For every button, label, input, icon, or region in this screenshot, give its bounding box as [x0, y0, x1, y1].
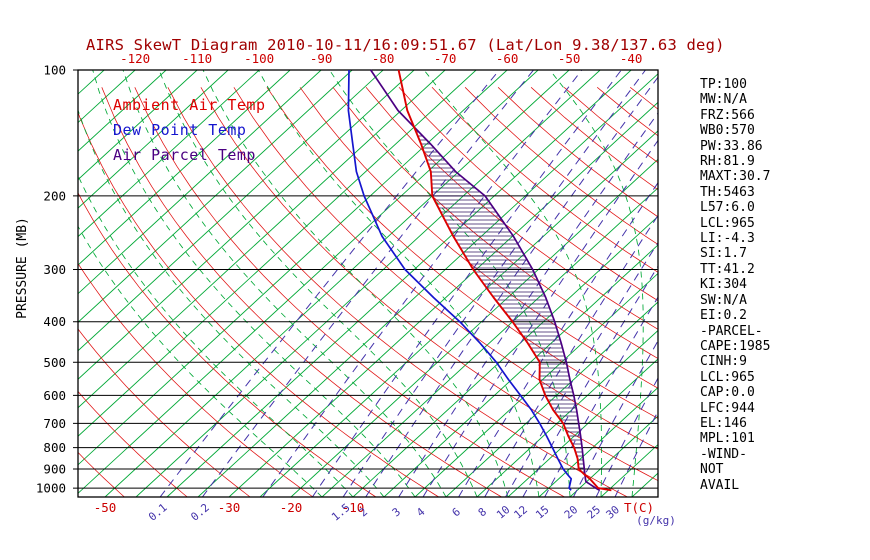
svg-text:-70: -70	[434, 51, 457, 66]
svg-text:6: 6	[450, 505, 463, 519]
panel-item: L57:6.0	[700, 200, 755, 216]
svg-text:-60: -60	[496, 51, 519, 66]
svg-text:3: 3	[390, 505, 403, 519]
panel-item: -PARCEL-	[700, 323, 763, 339]
chart-title: AIRS SkewT Diagram 2010-10-11/16:09:51.6…	[86, 36, 725, 54]
svg-text:0.2: 0.2	[188, 501, 212, 524]
panel-item: AVAIL	[700, 477, 740, 493]
svg-text:1000: 1000	[36, 481, 66, 496]
svg-text:-100: -100	[244, 51, 274, 66]
svg-text:-50: -50	[94, 500, 117, 515]
y-axis-title: PRESSURE (MB)	[15, 217, 30, 319]
svg-text:-120: -120	[120, 51, 150, 66]
svg-text:(g/kg): (g/kg)	[636, 514, 676, 527]
svg-text:300: 300	[43, 262, 66, 277]
svg-text:2: 2	[357, 505, 370, 519]
svg-text:30: 30	[604, 503, 623, 521]
panel-item: LCL:965	[700, 369, 755, 385]
panel-item: CAP:0.0	[700, 385, 755, 401]
panel-item: MW:N/A	[700, 92, 747, 108]
panel-item: CAPE:1985	[700, 338, 771, 354]
panel-item: CINH:9	[700, 354, 747, 370]
svg-text:25: 25	[585, 503, 604, 521]
panel-item: MPL:101	[700, 431, 755, 447]
panel-item: LFC:944	[700, 400, 755, 416]
legend-dew-point-temp: Dew Point Temp	[113, 121, 247, 139]
svg-text:0.1: 0.1	[146, 501, 170, 524]
panel-item: NOT	[700, 462, 724, 478]
pressure-axis-labels: 100 200 300 400 500 600 700 800 900 1000	[36, 63, 66, 496]
svg-text:-30: -30	[218, 500, 241, 515]
svg-text:800: 800	[43, 440, 66, 455]
dewpoint-curve	[347, 69, 573, 491]
svg-text:200: 200	[43, 188, 66, 203]
panel-item: TP:100	[700, 77, 747, 92]
svg-text:PRESSURE (MB): PRESSURE (MB)	[15, 217, 30, 319]
panel-item: TH:5463	[700, 184, 755, 200]
svg-text:-50: -50	[558, 51, 581, 66]
svg-text:4: 4	[414, 505, 428, 519]
svg-text:15: 15	[533, 503, 552, 521]
svg-text:600: 600	[43, 388, 66, 403]
panel-item: WB0:570	[700, 123, 755, 139]
panel-item: EL:146	[700, 415, 747, 431]
cape-hatching	[416, 131, 585, 473]
isotherm-grid	[78, 70, 658, 497]
plot-border	[77, 69, 659, 498]
svg-text:-20: -20	[280, 500, 303, 515]
panel-item: FRZ:566	[700, 107, 755, 123]
panel-item: KI:304	[700, 277, 747, 293]
legend-ambient-air-temp: Ambient Air Temp	[113, 96, 266, 114]
panel-item: -WIND-	[700, 446, 747, 462]
svg-text:-40: -40	[620, 51, 643, 66]
svg-text:700: 700	[43, 416, 66, 431]
top-axis-labels: -120 -110 -100 -90 -80 -70 -60 -50 -40	[120, 51, 642, 66]
legend-air-parcel-temp: Air Parcel Temp	[113, 146, 256, 164]
svg-text:20: 20	[562, 503, 581, 521]
svg-text:500: 500	[43, 355, 66, 370]
panel-item: RH:81.9	[700, 154, 755, 170]
svg-text:-10: -10	[342, 500, 365, 515]
panel-item: PW:33.86	[700, 138, 763, 154]
svg-text:-90: -90	[310, 51, 333, 66]
stats-panel: TP:100 MW:N/A FRZ:566 WB0:570 PW:33.86 RH:81.…	[700, 77, 770, 493]
panel-item: SI:1.7	[700, 246, 747, 262]
panel-item: SW:N/A	[700, 292, 747, 308]
svg-text:T(C): T(C)	[624, 500, 654, 515]
svg-text:900: 900	[43, 462, 66, 477]
panel-item: MAXT:30.7	[700, 169, 771, 185]
mixing-ratio-lines	[159, 70, 658, 497]
pressure-gridlines	[73, 69, 658, 489]
panel-item: TT:41.2	[700, 261, 755, 277]
svg-text:-80: -80	[372, 51, 395, 66]
svg-text:12: 12	[511, 503, 530, 521]
svg-text:-110: -110	[182, 51, 212, 66]
svg-text:400: 400	[43, 314, 66, 329]
svg-text:10: 10	[494, 503, 513, 521]
panel-item: LCL:965	[700, 215, 755, 231]
parcel-curve	[369, 69, 601, 492]
svg-text:8: 8	[476, 505, 489, 519]
ambient-temp-curve	[397, 69, 612, 492]
panel-item: LI:-4.3	[700, 231, 755, 247]
svg-text:100: 100	[43, 63, 66, 78]
panel-item: EI:0.2	[700, 308, 747, 324]
